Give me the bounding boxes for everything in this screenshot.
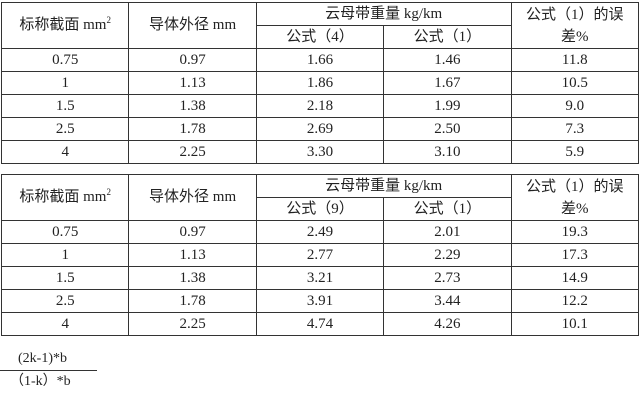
table-cell: 1.46 (383, 48, 512, 72)
subheader-formula-a: 公式（4） (255, 25, 385, 49)
table-cell: 3.30 (255, 140, 385, 164)
superscript: 2 (106, 15, 111, 25)
table-cell: 2.25 (128, 140, 257, 164)
table-row: 1 1.13 2.77 2.29 17.3 (0, 243, 640, 267)
header-error-line1: 公式（1）的误 (526, 6, 624, 23)
table-cell: 0.97 (128, 220, 257, 244)
table-cell: 2.01 (383, 220, 512, 244)
subheader-formula-a: 公式（9） (255, 197, 385, 221)
subheader-formula-1: 公式（1） (383, 25, 512, 49)
table-cell: 2.5 (0, 117, 130, 141)
table-cell: 0.75 (0, 220, 130, 244)
table-cell: 2.25 (128, 312, 257, 336)
header-error-line2: 差% (561, 28, 589, 45)
table-cell: 4.74 (255, 312, 385, 336)
table-cell: 2.50 (383, 117, 512, 141)
table-cell: 11.8 (510, 48, 640, 72)
table-row: 2.5 1.78 2.69 2.50 7.3 (0, 117, 640, 141)
subheader-row: 公式（4） 公式（1） (2, 25, 639, 49)
table-cell: 10.1 (510, 312, 640, 336)
table-cell: 3.21 (255, 266, 385, 290)
table-cell: 1.99 (383, 94, 512, 118)
superscript: 2 (106, 187, 111, 197)
table-cell: 2.69 (255, 117, 385, 141)
table-row: 1 1.13 1.86 1.67 10.5 (0, 71, 640, 95)
header-mica-weight: 云母带重量 kg/km (255, 174, 512, 198)
table-cell: 1.66 (255, 48, 385, 72)
table-cell: 4.26 (383, 312, 512, 336)
table-cell: 1 (0, 243, 130, 267)
table-cell: 4 (0, 140, 130, 164)
table-cell: 3.44 (383, 289, 512, 313)
header-mica-weight: 云母带重量 kg/km (255, 2, 512, 26)
table-cell: 14.9 (510, 266, 640, 290)
table-row: 1.5 1.38 3.21 2.73 14.9 (0, 266, 640, 290)
table-cell: 1.78 (128, 117, 257, 141)
table-cell: 9.0 (510, 94, 640, 118)
table-cell: 1.13 (128, 243, 257, 267)
table-formula-4: 标称截面 mm2 导体外径 mm 云母带重量 kg/km 公式（1）的误 差% 公式（4）… (0, 2, 640, 164)
table-cell: 19.3 (510, 220, 640, 244)
table-cell: 1.13 (128, 71, 257, 95)
table-cell: 0.75 (0, 48, 130, 72)
table-row: 0.75 0.97 2.49 2.01 19.3 (0, 220, 640, 244)
table-cell: 1.86 (255, 71, 385, 95)
table-row: 0.75 0.97 1.66 1.46 11.8 (0, 48, 640, 72)
fraction-formula: (2k-1)*b （1-k）*b (0, 350, 100, 391)
table-cell: 2.49 (255, 220, 385, 244)
table-cell: 17.3 (510, 243, 640, 267)
table-formula-9: 标称截面 mm2 导体外径 mm 云母带重量 kg/km 公式（1）的误 差% 公式（9）… (0, 174, 640, 336)
table-cell: 1 (0, 71, 130, 95)
table-cell: 4 (0, 312, 130, 336)
table-row: 4 2.25 3.30 3.10 5.9 (0, 140, 640, 164)
header-nominal-section: 标称截面 mm2 (0, 174, 130, 221)
table-cell: 2.5 (0, 289, 130, 313)
table-cell: 2.18 (255, 94, 385, 118)
table-cell: 2.77 (255, 243, 385, 267)
table-cell: 1.38 (128, 266, 257, 290)
table-row: 4 2.25 4.74 4.26 10.1 (0, 312, 640, 336)
table-cell: 1.5 (0, 266, 130, 290)
table-row: 1.5 1.38 2.18 1.99 9.0 (0, 94, 640, 118)
header-label: 标称截面 mm (19, 189, 107, 205)
table-cell: 1.38 (128, 94, 257, 118)
header-nominal-section: 标称截面 mm2 (0, 2, 130, 49)
fraction-bar (0, 370, 97, 371)
table-cell: 3.91 (255, 289, 385, 313)
header-label: 标称截面 mm (19, 17, 107, 33)
header-error: 公式（1）的误 差% (510, 2, 640, 49)
table-cell: 3.10 (383, 140, 512, 164)
header-conductor-diameter: 导体外径 mm (128, 2, 257, 49)
table-cell: 1.5 (0, 94, 130, 118)
header-error-line1: 公式（1）的误 (526, 178, 624, 195)
subheader-row: 公式（9） 公式（1） (2, 197, 639, 221)
table-cell: 7.3 (510, 117, 640, 141)
header-row: 标称截面 mm2 导体外径 mm 云母带重量 kg/km 公式（1）的误 差% (0, 174, 640, 221)
table-cell: 12.2 (510, 289, 640, 313)
table-cell: 1.67 (383, 71, 512, 95)
table-cell: 2.29 (383, 243, 512, 267)
table-cell: 0.97 (128, 48, 257, 72)
fraction-denominator: （1-k）*b (10, 374, 71, 389)
header-error-line2: 差% (561, 200, 589, 217)
table-cell: 2.73 (383, 266, 512, 290)
table-cell: 10.5 (510, 71, 640, 95)
header-row: 标称截面 mm2 导体外径 mm 云母带重量 kg/km 公式（1）的误 差% (0, 2, 640, 49)
fraction-numerator: (2k-1)*b (18, 351, 67, 366)
table-row: 2.5 1.78 3.91 3.44 12.2 (0, 289, 640, 313)
table-cell: 5.9 (510, 140, 640, 164)
table-cell: 1.78 (128, 289, 257, 313)
subheader-formula-1: 公式（1） (383, 197, 512, 221)
header-error: 公式（1）的误 差% (510, 174, 640, 221)
header-conductor-diameter: 导体外径 mm (128, 174, 257, 221)
